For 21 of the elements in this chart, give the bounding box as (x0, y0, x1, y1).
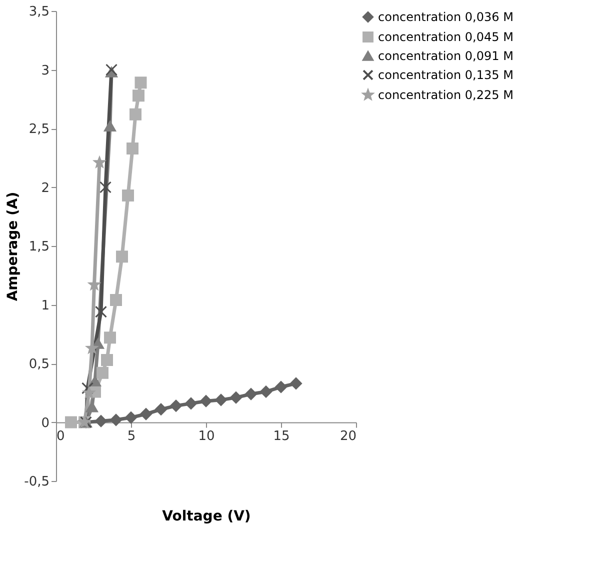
y-tick-label: 1,5 (28, 240, 50, 254)
y-tick-label: 3,5 (28, 4, 50, 20)
x-tick-label: 10 (198, 428, 215, 444)
y-tick-label: 3 (41, 63, 50, 78)
x-tick-label: 15 (273, 428, 290, 444)
legend-label: concentration 0,135 M (378, 68, 514, 82)
legend-label: concentration 0,036 M (378, 10, 514, 24)
legend-label: concentration 0,045 M (378, 30, 514, 44)
x-axis-title: Voltage (V) (162, 508, 251, 524)
x-tick-label: 0 (56, 428, 65, 444)
x-tick-label: 20 (340, 428, 356, 444)
y-tick-label: 1 (41, 298, 50, 314)
y-tick-label: 0,5 (28, 357, 50, 372)
y-tick-label: 2,5 (28, 122, 50, 137)
y-tick-label: -0,5 (24, 474, 50, 490)
y-tick-label: 2 (41, 180, 50, 196)
y-axis-title: Amperage (A) (5, 192, 22, 302)
x-tick-label: 5 (127, 428, 136, 444)
y-tick-label: 0 (41, 416, 50, 431)
legend-label: concentration 0,091 M (378, 49, 514, 63)
legend-label: concentration 0,225 M (378, 88, 514, 102)
